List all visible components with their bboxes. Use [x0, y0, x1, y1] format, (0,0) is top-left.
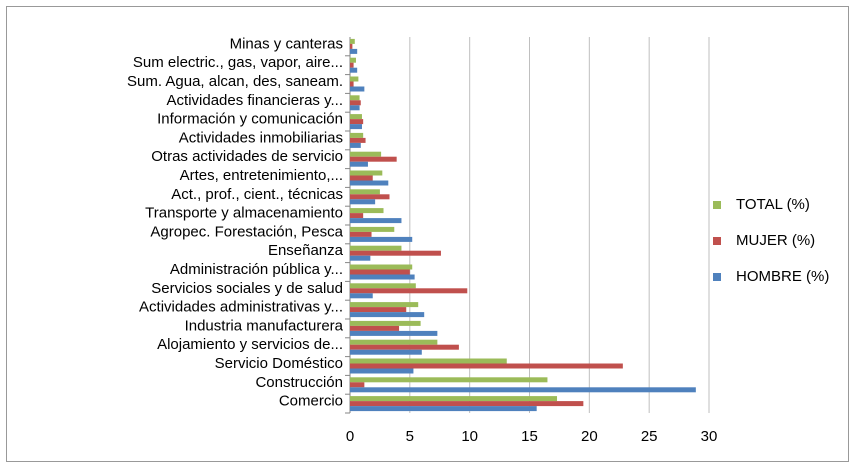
- y-tick-label: Actividades administrativas y...: [139, 299, 343, 316]
- bar: [350, 170, 383, 176]
- y-tick-label: Actividades inmobiliarias: [179, 129, 343, 146]
- bar: [350, 302, 419, 308]
- bar: [350, 339, 438, 345]
- bar: [350, 38, 355, 44]
- y-tick-label: Enseñanza: [268, 242, 344, 259]
- bar: [350, 293, 373, 299]
- bar: [350, 363, 623, 369]
- legend-label: HOMBRE (%): [736, 268, 829, 285]
- y-tick-label: Transporte y almacenamiento: [145, 205, 343, 222]
- bar: [350, 137, 366, 143]
- y-tick-label: Actividades financieras y...: [167, 92, 343, 109]
- y-tick-label: Agropec. Forestación, Pesca: [150, 223, 343, 240]
- bar: [350, 226, 395, 232]
- y-tick-label: Información y comunicación: [157, 111, 343, 128]
- bar: [350, 349, 422, 355]
- bar: [350, 236, 413, 242]
- y-tick-label: Sum electric., gas, vapor, aire...: [133, 54, 343, 71]
- bar: [350, 124, 362, 130]
- bar: [350, 199, 376, 205]
- y-tick-label: Otras actividades de servicio: [151, 148, 343, 165]
- bar: [350, 142, 361, 148]
- bar: [350, 330, 438, 336]
- bar: [350, 344, 459, 350]
- legend-swatch: [713, 273, 721, 281]
- bar: [350, 132, 364, 138]
- bar: [350, 218, 402, 224]
- bar: [350, 62, 354, 68]
- y-tick-label: Minas y canteras: [230, 35, 343, 52]
- bar: [350, 189, 380, 195]
- bar: [350, 396, 558, 402]
- bar: [350, 151, 382, 157]
- bar: [350, 387, 696, 393]
- y-tick-label: Servicio Doméstico: [215, 355, 343, 372]
- legend-label: TOTAL (%): [736, 196, 810, 213]
- bar: [350, 156, 397, 162]
- bar: [350, 95, 360, 101]
- bar: [350, 48, 358, 54]
- y-tick-label: Comercio: [279, 393, 343, 410]
- bar: [350, 180, 389, 186]
- x-tick-label: 10: [461, 428, 478, 445]
- x-tick-label: 25: [641, 428, 658, 445]
- x-tick-label: 15: [521, 428, 538, 445]
- legend-label: MUJER (%): [736, 232, 815, 249]
- bar: [350, 114, 362, 120]
- bar: [350, 283, 416, 289]
- x-tick-label: 20: [581, 428, 598, 445]
- bar: [350, 213, 364, 219]
- bar: [350, 175, 373, 181]
- y-tick-label: Artes, entretenimiento,...: [180, 167, 343, 184]
- bar: [350, 245, 402, 251]
- bar: [350, 231, 372, 237]
- bar: [350, 161, 368, 167]
- bar: [350, 288, 468, 294]
- chart-frame: [6, 6, 849, 462]
- bar: [350, 307, 407, 313]
- bar: [350, 312, 425, 318]
- legend-swatch: [713, 201, 721, 209]
- bar: [350, 194, 390, 200]
- bar: [350, 67, 358, 73]
- bar: [350, 105, 360, 111]
- y-tick-label: Alojamiento y servicios de...: [157, 336, 343, 353]
- bar: [350, 269, 410, 275]
- bar: [350, 325, 400, 331]
- bar: [350, 57, 356, 63]
- y-tick-label: Sum. Agua, alcan, des, saneam.: [127, 73, 343, 90]
- bar: [350, 368, 414, 374]
- y-tick-label: Industria manufacturera: [185, 317, 344, 334]
- bar: [350, 274, 415, 280]
- bar: [350, 382, 365, 388]
- bar: [350, 81, 354, 87]
- x-tick-label: 0: [346, 428, 354, 445]
- bar: [350, 377, 548, 383]
- bar: [350, 358, 507, 364]
- x-tick-label: 30: [701, 428, 718, 445]
- bar: [350, 100, 361, 106]
- x-tick-label: 5: [406, 428, 414, 445]
- bar: [350, 320, 421, 326]
- bar: [350, 76, 359, 82]
- bar: [350, 264, 413, 270]
- bar: [350, 43, 353, 49]
- bar: [350, 250, 441, 256]
- y-tick-label: Servicios sociales y de salud: [151, 280, 343, 297]
- bar: [350, 401, 584, 407]
- y-tick-label: Act., prof., cient., técnicas: [171, 186, 343, 203]
- legend-swatch: [713, 237, 721, 245]
- y-tick-label: Construcción: [255, 374, 343, 391]
- bar: [350, 119, 364, 125]
- bar: [350, 86, 365, 92]
- y-tick-label: Administración pública y...: [170, 261, 343, 278]
- bar: [350, 255, 371, 261]
- bar: [350, 406, 537, 412]
- bar: [350, 208, 384, 214]
